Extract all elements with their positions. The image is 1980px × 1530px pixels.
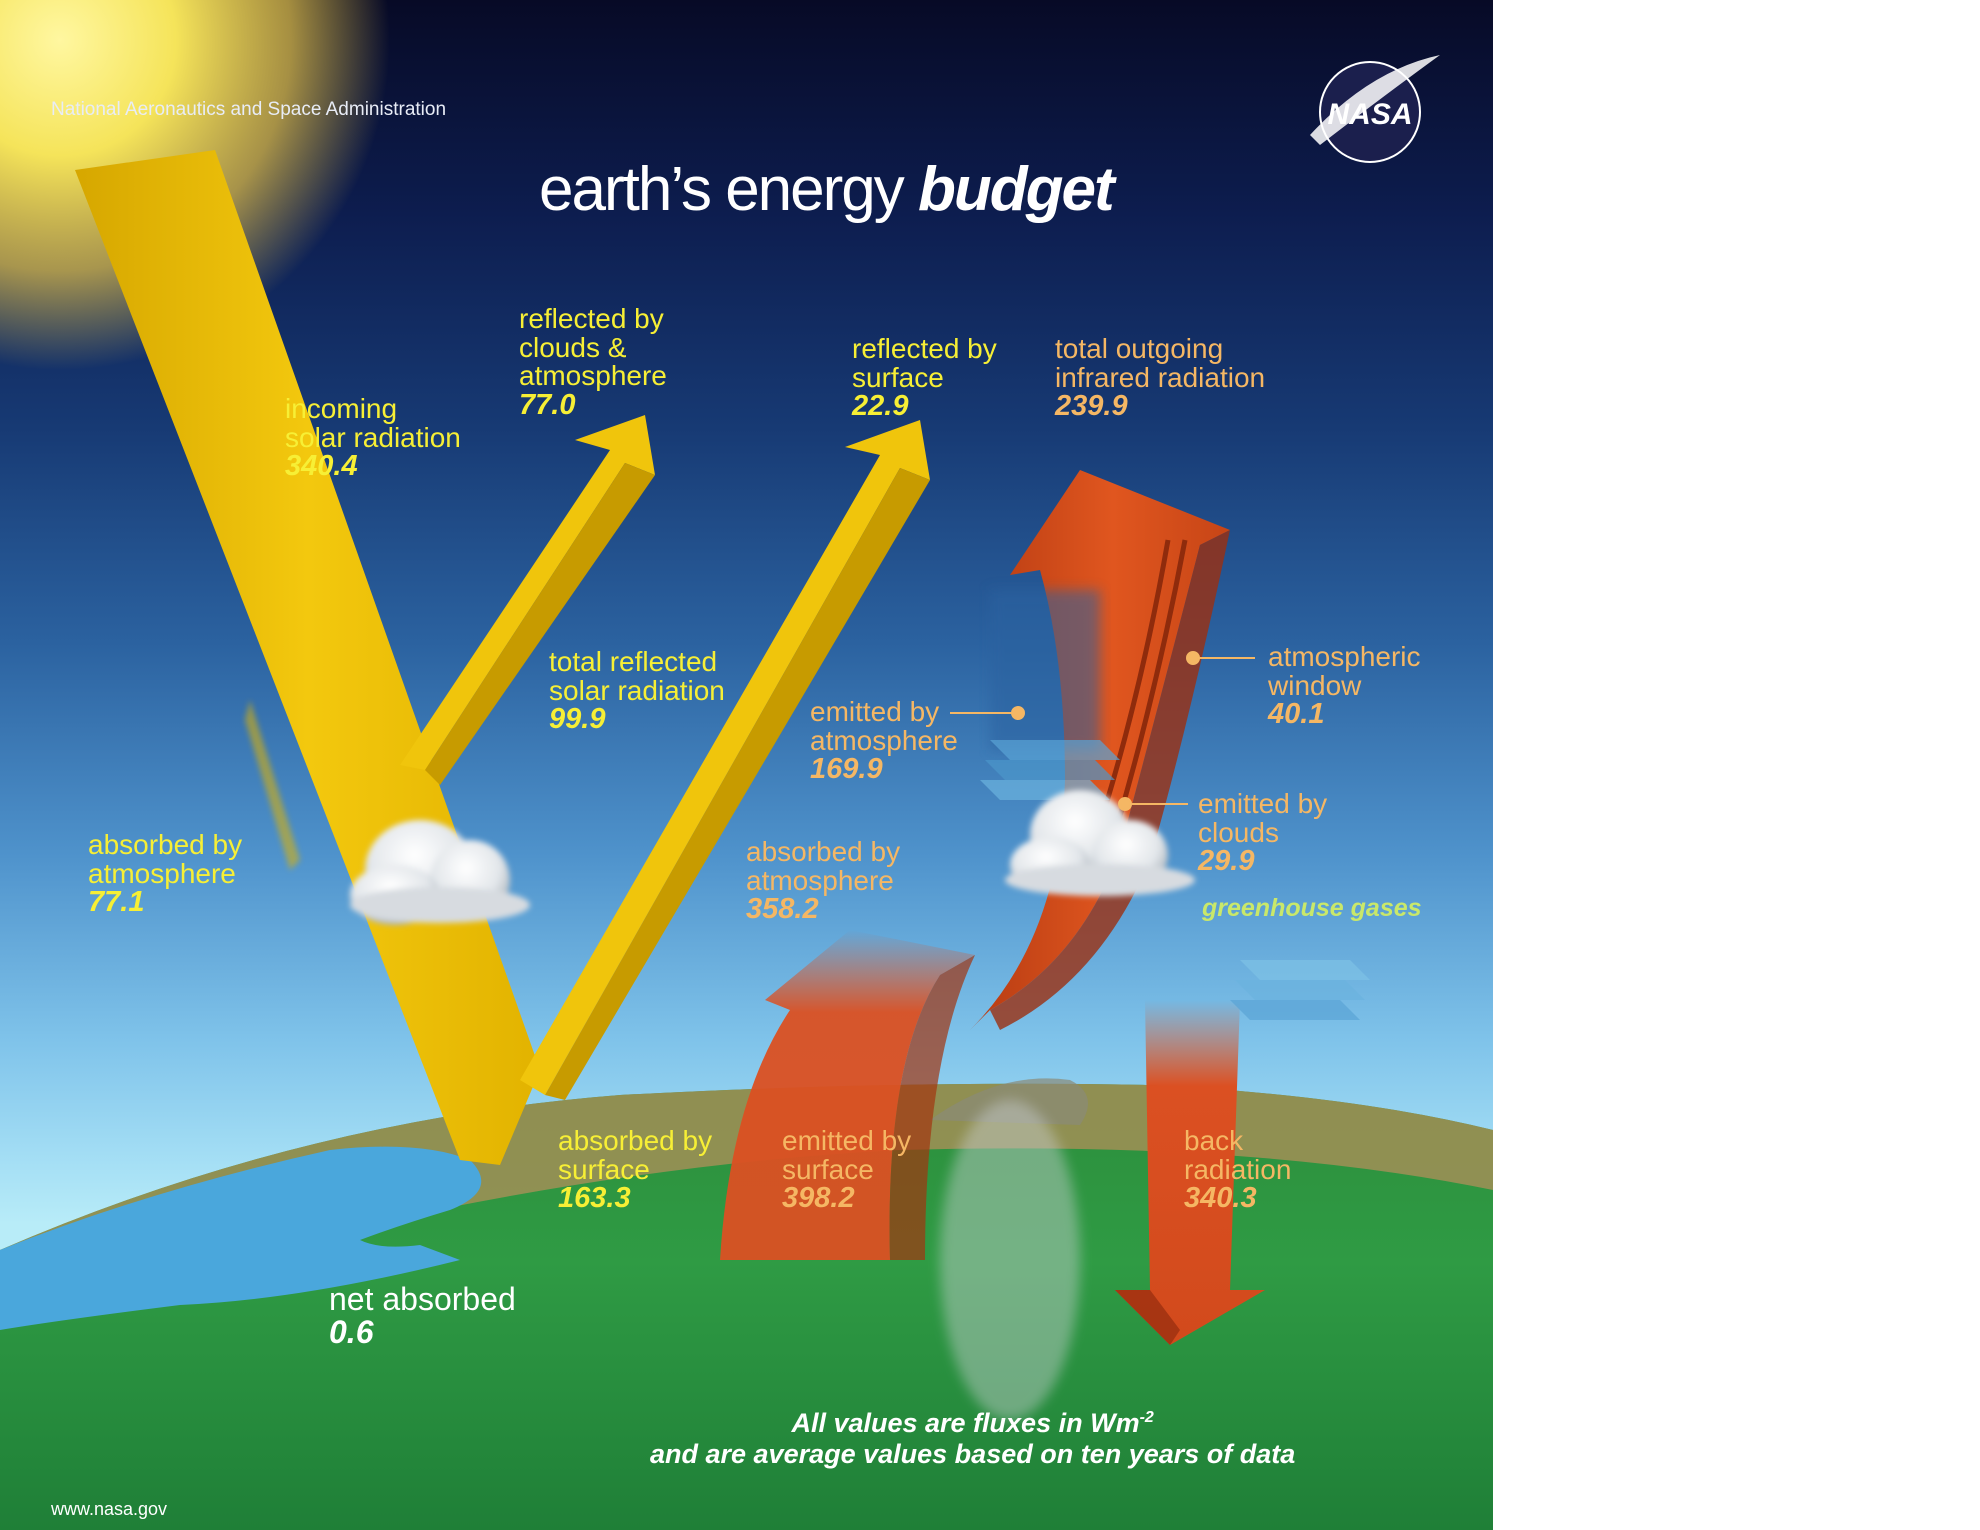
footnote-line1: All values are fluxes in Wm [791,1408,1140,1438]
emitted-clouds-label: emitted by clouds 29.9 [1198,788,1328,878]
label-line: atmosphere [519,360,667,392]
label-line: back [1184,1125,1244,1156]
emitted-atmosphere-value: 169.9 [810,753,883,786]
net-absorbed-label: net absorbed 0.6 [329,1283,516,1348]
label-line: net absorbed [329,1281,516,1317]
footnote-superscript: -2 [1139,1409,1154,1426]
back-radiation-arrow-shade [1115,1290,1180,1345]
label-line: emitted by [810,696,940,727]
emitted-surface-arrow [720,930,975,1260]
nasa-logo-text: NASA [1327,98,1412,131]
atmospheric-window-value: 40.1 [1268,698,1325,731]
units-footnote: All values are fluxes in Wm-2 and are av… [650,1408,1295,1470]
total-reflected-value: 99.9 [549,703,606,736]
label-line: solar radiation [285,421,461,453]
label-line: clouds & [519,331,627,363]
outgoing-ir-label: total outgoing infrared radiation 239.9 [1055,333,1266,423]
greenhouse-gases-label: greenhouse gases [1202,894,1422,922]
back-radiation-value: 340.3 [1184,1182,1257,1215]
footnote-line2: and are average values based on ten year… [650,1439,1296,1470]
reflected-clouds-label: reflected by clouds & atmosphere 77.0 [519,303,667,421]
absorbed-atmosphere-beam [245,700,300,870]
reflected-surface-arrow-shade [545,468,930,1100]
label-line: emitted by [1198,788,1328,819]
emitted-surface-value: 398.2 [782,1182,855,1215]
arrow-fade [990,590,1100,750]
emitted-atmosphere-label: emitted by atmosphere 169.9 [810,696,958,786]
back-radiation-arrow [1115,1000,1265,1345]
reflected-clouds-arrow-shade [425,463,655,785]
label-line: reflected by [852,333,997,364]
emitted-clouds-value: 29.9 [1198,845,1255,878]
cloud-right [1005,790,1195,896]
reflected-surface-arrow [520,420,930,1095]
label-line: absorbed by [558,1125,713,1156]
title-emphasis: budget [918,155,1115,224]
emitted-surface-label: emitted by surface 398.2 [782,1125,912,1215]
label-line: surface [852,361,944,393]
ocean [0,1146,482,1330]
label-line: absorbed by [746,836,901,867]
net-absorbed-value: 0.6 [329,1313,374,1350]
label-line: surface [782,1153,874,1185]
absorbed-atmosphere-solar-value: 77.1 [88,886,145,919]
incoming-solar-arrow [75,150,540,1165]
label-line: radiation [1184,1153,1292,1185]
label-line: clouds [1198,816,1279,848]
reflected-surface-label: reflected by surface 22.9 [852,333,997,423]
cloud-left [350,820,530,925]
reflected-surface-value: 22.9 [852,390,909,423]
page-title: earth’s energy budget [539,155,1115,224]
total-reflected-label: total reflected solar radiation 99.9 [549,646,725,736]
absorbed-atmosphere-ir-value: 358.2 [746,893,819,926]
label-line: total reflected [549,646,718,677]
desert-band [0,1083,1493,1320]
label-line: atmosphere [88,857,236,889]
reflected-clouds-value: 77.0 [519,388,576,421]
diagram-artwork [0,0,1493,1530]
nasa-logo: NASA [1310,55,1440,163]
haze [940,1100,1080,1420]
greenhouse-gas-sheets [980,740,1370,1020]
agency-name: National Aeronautics and Space Administr… [51,99,447,120]
absorbed-atmosphere-ir-label: absorbed by atmosphere 358.2 [746,836,901,926]
label-line: absorbed by [88,829,243,860]
atmospheric-window-label: atmospheric window 40.1 [1268,641,1421,731]
incoming-solar-value: 340.4 [285,450,358,483]
label-line: atmosphere [810,724,958,756]
label-line: window [1268,669,1362,701]
outgoing-ir-arrow-shade [990,530,1230,1030]
leader-lines [950,651,1255,811]
energy-budget-poster: NASA National Aeronautics and Space Admi… [0,0,1493,1530]
label-line: infrared radiation [1055,361,1266,393]
label-line: atmosphere [746,864,894,896]
label-line: total outgoing [1055,333,1224,364]
label-line: reflected by [519,303,664,334]
footer-url[interactable]: www.nasa.gov [51,1499,168,1519]
label-line: incoming [285,393,398,424]
absorbed-surface-value: 163.3 [558,1182,631,1215]
absorbed-atmosphere-solar-label: absorbed by atmosphere 77.1 [88,829,243,919]
title-regular: earth’s energy [539,155,918,224]
back-radiation-label: back radiation 340.3 [1184,1125,1292,1215]
absorbed-surface-label: absorbed by surface 163.3 [558,1125,713,1215]
label-line: emitted by [782,1125,912,1156]
outgoing-ir-value: 239.9 [1055,390,1128,423]
emitted-surface-arrow-shade [889,955,975,1260]
label-line: surface [558,1153,650,1185]
label-line: solar radiation [549,674,725,706]
label-line: atmospheric [1268,641,1421,672]
incoming-solar-label: incoming solar radiation 340.4 [285,393,461,483]
reflected-clouds-arrow [400,415,655,770]
